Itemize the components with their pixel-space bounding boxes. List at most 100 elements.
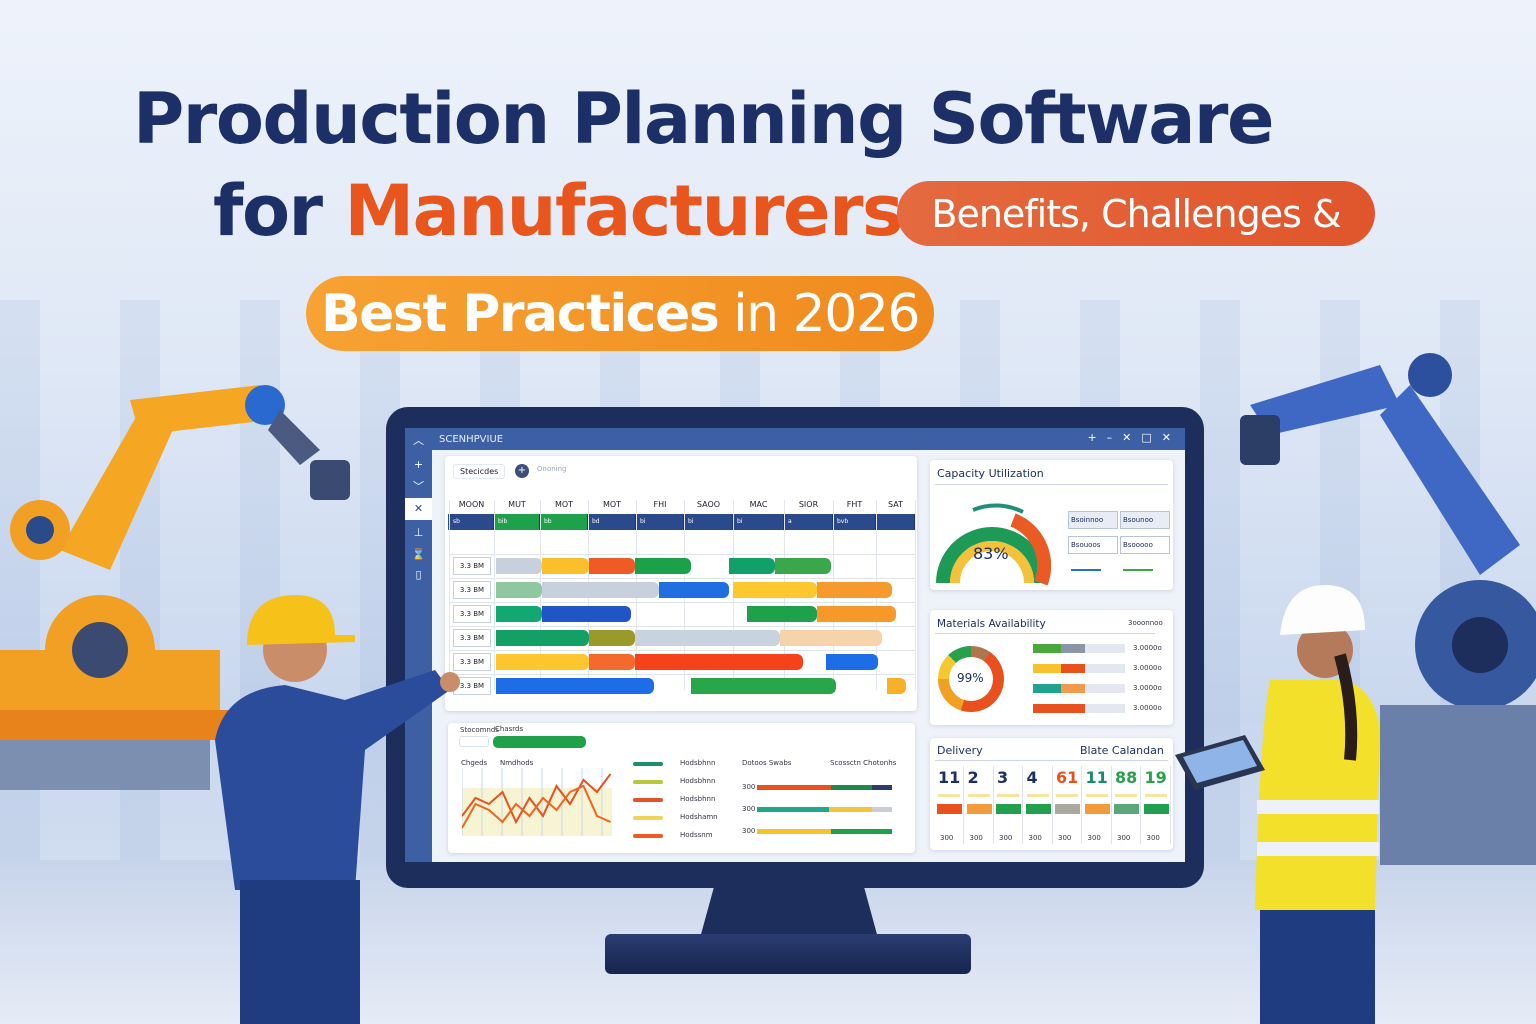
gantt-task-bar[interactable] bbox=[542, 606, 631, 622]
gantt-row-divider bbox=[449, 602, 915, 603]
chevron-up-icon[interactable]: ︿ bbox=[413, 434, 424, 447]
calendar-task-chip[interactable] bbox=[937, 804, 962, 814]
calendar-day-column[interactable] bbox=[935, 766, 964, 844]
delivery-title: Delivery bbox=[937, 744, 983, 757]
legend-swatch bbox=[633, 762, 663, 766]
material-bar-fill bbox=[1033, 664, 1061, 673]
add-window-button[interactable]: + bbox=[1087, 431, 1097, 444]
calendar-footer-value: 300 bbox=[940, 834, 954, 842]
calendar-day-column[interactable] bbox=[1024, 766, 1053, 844]
analytics-input[interactable] bbox=[459, 736, 489, 747]
minimize-button[interactable]: – bbox=[1106, 431, 1113, 444]
gantt-day-header: SAOO bbox=[696, 500, 721, 509]
analytics-action-button[interactable] bbox=[493, 736, 586, 748]
calendar-task-chip[interactable] bbox=[1025, 804, 1051, 814]
pin-button[interactable]: ✕ bbox=[1122, 431, 1132, 444]
calendar-day-number[interactable]: 3 bbox=[997, 768, 1009, 787]
doc-icon[interactable]: ▯ bbox=[415, 568, 422, 581]
headline-accent: Manufacturers bbox=[344, 170, 903, 252]
gantt-task-bar[interactable] bbox=[495, 630, 589, 646]
gantt-task-bar[interactable] bbox=[817, 582, 892, 598]
plus-icon[interactable]: + bbox=[515, 464, 529, 478]
calendar-day-column[interactable] bbox=[1142, 766, 1171, 844]
calendar-footer-value: 300 bbox=[1087, 834, 1101, 842]
gantt-row-label[interactable]: 3.3 BM bbox=[453, 629, 491, 647]
gantt-task-bar[interactable] bbox=[747, 606, 818, 622]
gantt-task-bar[interactable] bbox=[658, 582, 729, 598]
material-bar-fill bbox=[1033, 704, 1061, 713]
gantt-day-header: FHI bbox=[653, 500, 667, 509]
calendar-task-chip[interactable] bbox=[1114, 804, 1139, 814]
gantt-task-bar[interactable] bbox=[495, 558, 543, 574]
progress-segment bbox=[871, 807, 892, 812]
progress-segment bbox=[757, 829, 832, 834]
gantt-task-bar[interactable] bbox=[775, 558, 832, 574]
chart-label-1: Chgeds bbox=[461, 759, 488, 767]
plus-icon[interactable]: + bbox=[413, 458, 424, 471]
gantt-task-bar[interactable] bbox=[728, 558, 776, 574]
gantt-task-bar[interactable] bbox=[495, 654, 589, 670]
calendar-task-chip[interactable] bbox=[1084, 804, 1110, 814]
legend-label: Hodsbhnn bbox=[680, 777, 716, 785]
gantt-task-bar[interactable] bbox=[887, 678, 906, 694]
calendar-task-chip[interactable] bbox=[1143, 804, 1169, 814]
legend-label: Hodsbhnn bbox=[680, 759, 716, 767]
gantt-task-bar[interactable] bbox=[826, 654, 878, 670]
gantt-task-bar[interactable] bbox=[635, 630, 780, 646]
calendar-day-number[interactable]: 11 bbox=[1085, 768, 1108, 787]
gantt-task-bar[interactable] bbox=[588, 654, 636, 670]
gantt-task-bar[interactable] bbox=[495, 678, 655, 694]
calendar-day-column[interactable] bbox=[1083, 766, 1112, 844]
gantt-task-bar[interactable] bbox=[635, 654, 804, 670]
sidebar: ︿ + ﹀ ✕ ⊥ ⌛ ▯ bbox=[405, 434, 432, 862]
tool-icon[interactable]: ⊥ bbox=[413, 526, 424, 539]
gantt-task-bar[interactable] bbox=[495, 606, 543, 622]
material-bar-fill bbox=[1033, 644, 1061, 653]
blue-robot-arm bbox=[1240, 353, 1536, 865]
tab-schedules[interactable]: Stecicdes bbox=[453, 464, 506, 479]
filter-label[interactable]: Ononing bbox=[537, 465, 567, 473]
gantt-task-bar[interactable] bbox=[635, 558, 692, 574]
legend-label: Hodsbhnn bbox=[680, 795, 716, 803]
app-window: SCENHPVIUE + – ✕ □ ✕ ︿ + ﹀ ✕ ⊥ ⌛ ▯ Steci… bbox=[405, 428, 1185, 862]
calendar-task-chip[interactable] bbox=[1055, 804, 1080, 814]
calendar-day-column[interactable] bbox=[1112, 766, 1141, 844]
gantt-row-label[interactable]: 3.3 BM bbox=[453, 653, 491, 671]
gantt-task-bar[interactable] bbox=[691, 678, 836, 694]
calendar-day-number[interactable]: 19 bbox=[1144, 768, 1167, 787]
hourglass-icon[interactable]: ⌛ bbox=[411, 548, 426, 561]
materials-title: Materials Availability bbox=[937, 618, 1046, 630]
gantt-row-label[interactable]: 3.3 BM bbox=[453, 605, 491, 623]
gantt-row-label[interactable]: 3.3 BM bbox=[453, 557, 491, 575]
calendar-task-chip[interactable] bbox=[996, 804, 1021, 814]
close-button[interactable]: ✕ bbox=[1161, 431, 1171, 444]
gantt-task-bar[interactable] bbox=[495, 582, 543, 598]
gantt-day-header: FHT bbox=[846, 500, 863, 509]
gantt-task-bar[interactable] bbox=[542, 582, 659, 598]
calendar-day-number[interactable]: 2 bbox=[967, 768, 979, 787]
gantt-task-bar[interactable] bbox=[779, 630, 883, 646]
gantt-task-bar[interactable] bbox=[588, 558, 636, 574]
calendar-day-number[interactable]: 11 bbox=[938, 768, 961, 787]
analytics-label: Stocomnds bbox=[460, 726, 499, 734]
calendar-day-number[interactable]: 4 bbox=[1026, 768, 1038, 787]
capacity-cell: Bsounoo bbox=[1120, 511, 1170, 529]
calendar-day-number[interactable]: 61 bbox=[1056, 768, 1079, 787]
gantt-task-bar[interactable] bbox=[817, 606, 897, 622]
calendar-day-column[interactable] bbox=[1053, 766, 1082, 844]
close-icon[interactable]: ✕ bbox=[405, 498, 432, 520]
calendar-day-column[interactable] bbox=[965, 766, 994, 844]
gantt-day-header: SIOR bbox=[798, 500, 819, 509]
calendar-day-column[interactable] bbox=[994, 766, 1023, 844]
gantt-task-bar[interactable] bbox=[733, 582, 818, 598]
legend-label: Hodshamn bbox=[680, 813, 718, 821]
calendar-task-chip[interactable] bbox=[966, 804, 992, 814]
gantt-task-bar[interactable] bbox=[588, 630, 636, 646]
calendar-day-number[interactable]: 88 bbox=[1115, 768, 1138, 787]
material-bar-value: 3.0000o bbox=[1133, 644, 1162, 652]
chevron-down-icon[interactable]: ﹀ bbox=[413, 480, 424, 493]
gantt-row-label[interactable]: 3.3 BM bbox=[453, 581, 491, 599]
calendar-note-bar bbox=[1144, 794, 1167, 797]
maximize-button[interactable]: □ bbox=[1141, 431, 1152, 444]
gantt-task-bar[interactable] bbox=[542, 558, 589, 574]
